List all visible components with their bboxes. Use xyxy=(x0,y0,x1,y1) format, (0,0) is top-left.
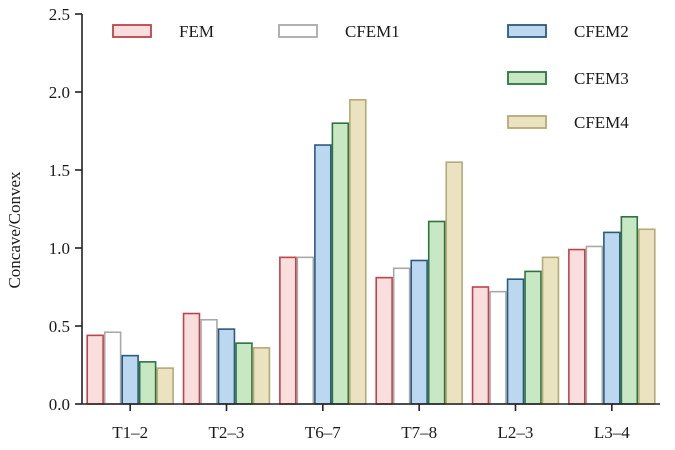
bar-cfem4-5 xyxy=(638,228,656,405)
bar-cfem2-0 xyxy=(121,354,139,405)
bar-cfem3-4 xyxy=(524,270,542,405)
legend-swatch-cfem2 xyxy=(507,24,547,38)
bars xyxy=(86,99,656,405)
legend-label-fem: FEM xyxy=(179,22,214,41)
x-tick-label: T1–2 xyxy=(112,423,148,442)
bar-cfem4-1 xyxy=(252,347,271,405)
x-tick-label: T6–7 xyxy=(305,423,341,442)
x-tick-label: T7–8 xyxy=(401,423,437,442)
y-tick-label: 1.5 xyxy=(49,161,70,180)
legend-label-cfem2: CFEM2 xyxy=(574,22,629,41)
legend-label-cfem4: CFEM4 xyxy=(574,113,629,132)
y-tick-label: 0.0 xyxy=(49,395,70,414)
bar-cfem4-0 xyxy=(156,367,174,405)
legend-swatch-cfem3 xyxy=(507,71,547,85)
y-tick-label: 2.5 xyxy=(49,5,70,24)
bar-cfem4-3 xyxy=(445,161,463,405)
legend-label-cfem1: CFEM1 xyxy=(345,22,400,41)
x-tick-label: L2–3 xyxy=(498,423,534,442)
axes: 0.0 0.5 1.0 1.5 2.0 2.5 T1–2 T2–3 T6–7 T7–8 L2–3 L3… xyxy=(49,5,660,442)
bar-cfem2-4 xyxy=(506,278,525,405)
bar-cfem3-2 xyxy=(331,122,350,405)
bar-fem-2 xyxy=(279,256,297,405)
bar-cfem4-4 xyxy=(541,256,560,405)
bar-cfem3-5 xyxy=(620,216,639,405)
bar-fem-5 xyxy=(568,248,586,405)
bar-cfem1-2 xyxy=(296,256,315,405)
bar-fem-1 xyxy=(182,312,201,405)
bar-cfem1-5 xyxy=(585,245,604,405)
x-tick-label: L3–4 xyxy=(594,423,630,442)
legend-label-cfem3: CFEM3 xyxy=(574,69,629,88)
bar-cfem1-3 xyxy=(392,267,411,405)
bar-cfem1-1 xyxy=(200,318,218,405)
bar-cfem4-2 xyxy=(349,99,367,405)
legend-swatch-fem xyxy=(112,24,152,38)
legend-swatch-cfem1 xyxy=(278,24,318,38)
legend-swatch-cfem4 xyxy=(507,115,547,129)
bar-cfem2-2 xyxy=(314,144,332,405)
y-tick-label: 2.0 xyxy=(49,83,70,102)
bar-cfem3-0 xyxy=(138,361,157,405)
bar-cfem1-4 xyxy=(489,290,507,405)
x-tick-label: T2–3 xyxy=(209,423,245,442)
bar-fem-4 xyxy=(471,286,490,405)
y-axis-label: Concave/Convex xyxy=(5,171,24,289)
bar-cfem3-3 xyxy=(427,220,446,405)
legend: FEM CFEM1 CFEM2 CFEM3 CFEM4 xyxy=(112,22,629,132)
y-tick-label: 0.5 xyxy=(49,317,70,336)
bar-cfem2-3 xyxy=(410,259,428,405)
bar-cfem2-1 xyxy=(217,328,236,405)
bar-cfem3-1 xyxy=(235,342,253,405)
y-tick-label: 1.0 xyxy=(49,239,70,258)
bar-cfem1-0 xyxy=(103,331,122,405)
bar-cfem2-5 xyxy=(603,231,621,405)
bar-fem-3 xyxy=(375,276,393,405)
bar-fem-0 xyxy=(86,334,104,405)
